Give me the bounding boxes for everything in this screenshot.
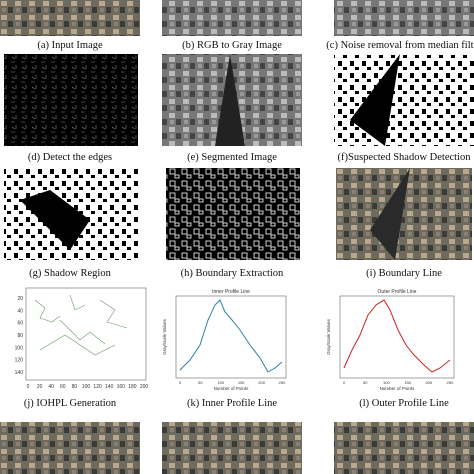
x-tick-label: 40 <box>48 384 54 390</box>
y-tick-label: 100 <box>15 345 24 351</box>
plot-area <box>175 295 287 379</box>
caption: (f)Suspected Shadow Detection <box>337 152 471 163</box>
caption: (i) Boundary Line <box>366 268 442 279</box>
image <box>0 422 140 474</box>
x-tick-label: 0 <box>27 384 30 390</box>
image <box>334 422 474 474</box>
boundary-lines <box>34 294 128 356</box>
x-axis-label: Number of Points <box>214 386 250 391</box>
caption: (e) Segmented Image <box>187 152 277 163</box>
image <box>166 168 300 260</box>
y-tick-label: 80 <box>17 333 23 339</box>
x-tick-label: 150 <box>404 380 411 385</box>
image <box>334 54 474 146</box>
caption: (g) Shadow Region <box>29 268 111 279</box>
caption: (k) Inner Profile Line <box>186 398 278 409</box>
image <box>162 422 302 474</box>
caption: (b) RGB to Gray Image <box>182 40 282 51</box>
x-tick-label: 150 <box>238 380 245 385</box>
x-tick-label: 0 <box>179 380 182 385</box>
plot-title: Inner Profile Line <box>212 289 250 295</box>
plot-area <box>339 295 455 379</box>
x-tick-label: 60 <box>60 384 66 390</box>
x-tick-label: 120 <box>93 384 102 390</box>
x-tick-label: 0 <box>343 380 346 385</box>
y-tick-label: 20 <box>17 296 23 302</box>
x-tick-label: 50 <box>363 380 368 385</box>
y-tick-label: 140 <box>15 370 24 376</box>
x-axis-label: Number of Points <box>380 386 416 391</box>
x-tick-label: 250 <box>447 380 454 385</box>
x-tick-label: 100 <box>217 380 224 385</box>
x-tick-label: 200 <box>140 384 149 390</box>
caption: (l) Outer Profile Line <box>359 398 449 409</box>
y-axis-label: GrayScale Values <box>162 318 167 354</box>
image <box>4 54 138 146</box>
x-tick-label: 200 <box>258 380 265 385</box>
image <box>334 0 474 36</box>
y-tick-label: 120 <box>15 358 24 364</box>
x-tick-label: 250 <box>279 380 286 385</box>
profile-line <box>179 299 283 373</box>
image <box>162 0 302 36</box>
plot-title: Outer Profile Line <box>378 289 417 295</box>
caption: (j) IOHPL Generation <box>23 398 117 409</box>
shadow <box>370 168 410 260</box>
x-tick-label: 50 <box>198 380 203 385</box>
y-tick-label: 40 <box>17 308 23 314</box>
x-tick-label: 80 <box>72 384 78 390</box>
x-tick-label: 200 <box>425 380 432 385</box>
profile-line <box>343 299 451 373</box>
x-tick-label: 100 <box>82 384 91 390</box>
x-tick-label: 100 <box>383 380 390 385</box>
x-tick-label: 160 <box>117 384 126 390</box>
x-tick-label: 180 <box>128 384 137 390</box>
caption: (d) Detect the edges <box>27 152 113 163</box>
shadow <box>20 190 90 250</box>
y-axis-label: GrayScale Values <box>326 318 331 354</box>
plot-area <box>25 287 147 381</box>
caption: (h) Boundary Extraction <box>180 268 284 279</box>
caption: (c) Noise removal from median filter <box>326 40 474 51</box>
x-tick-label: 20 <box>37 384 43 390</box>
x-tick-label: 140 <box>105 384 114 390</box>
shadow <box>215 54 245 146</box>
shadow <box>350 54 400 146</box>
image <box>0 0 140 36</box>
y-tick-label: 60 <box>17 321 23 327</box>
caption: (a) Input Image <box>37 40 103 51</box>
